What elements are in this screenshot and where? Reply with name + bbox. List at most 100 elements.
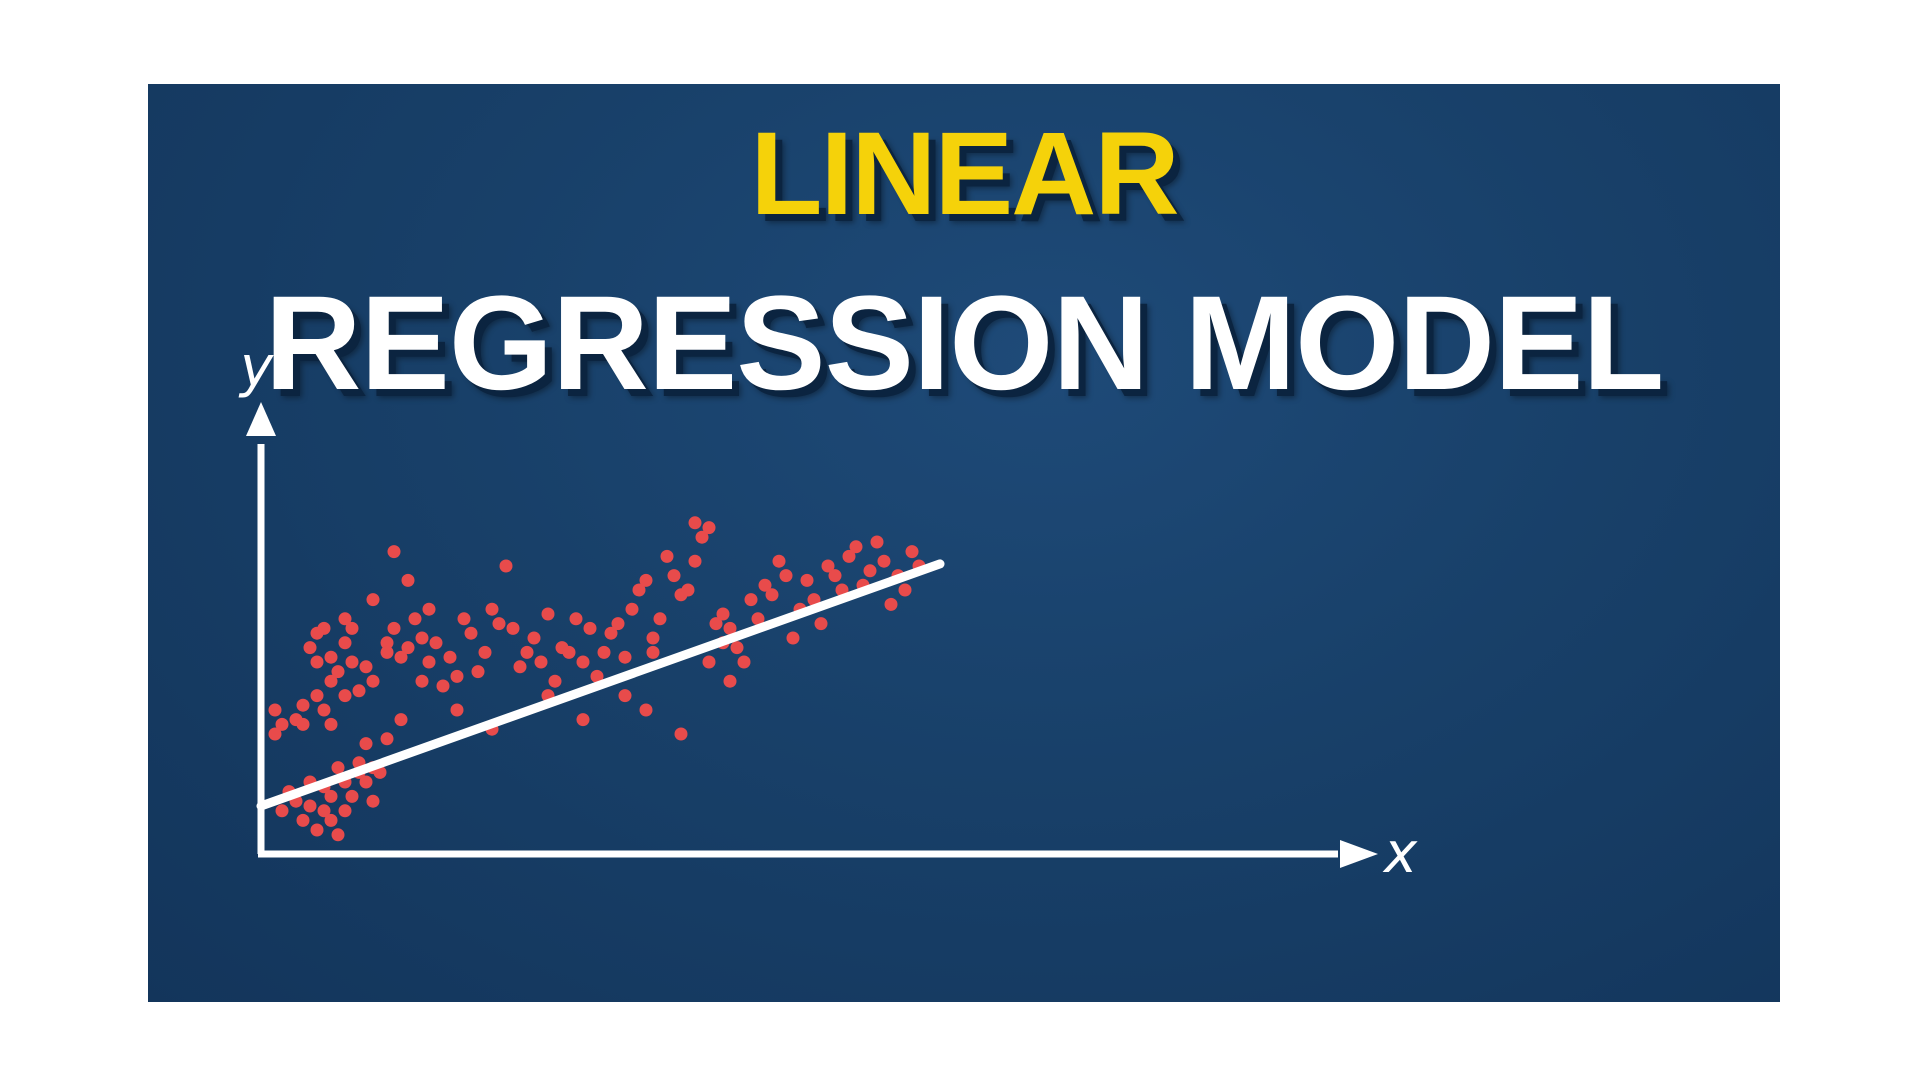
scatter-point (506, 621, 520, 635)
scatter-point (800, 573, 814, 587)
scatter-point (345, 655, 359, 669)
scatter-point (408, 612, 422, 626)
scatter-point (898, 583, 912, 597)
scatter-point (317, 703, 331, 717)
scatter-point (688, 554, 702, 568)
scatter-point (366, 674, 380, 688)
scatter-point (275, 804, 289, 818)
scatter-point (842, 549, 856, 563)
scatter-point (653, 612, 667, 626)
scatter-point (863, 564, 877, 578)
scatter-point (590, 669, 604, 683)
scatter-point (450, 703, 464, 717)
scatter-point (758, 578, 772, 592)
scatter-point (380, 636, 394, 650)
scatter-point (443, 650, 457, 664)
scatter-point (723, 674, 737, 688)
scatter-point (429, 636, 443, 650)
scatter-point (744, 593, 758, 607)
scatter-point (723, 621, 737, 635)
scatter-point (786, 631, 800, 645)
scatter-point (604, 626, 618, 640)
scatter-point (345, 789, 359, 803)
scatter-point (905, 545, 919, 559)
scatter-point (779, 569, 793, 583)
scatter-point (884, 597, 898, 611)
scatter-point (345, 621, 359, 635)
x-axis-label: x (1382, 821, 1418, 886)
scatter-point (611, 617, 625, 631)
scatter-point (415, 674, 429, 688)
scatter-point (849, 540, 863, 554)
scatter-point (457, 612, 471, 626)
scatter-point (618, 689, 632, 703)
scatter-point (303, 799, 317, 813)
scatter-point (310, 689, 324, 703)
scatter-point (583, 621, 597, 635)
scatter-point (569, 612, 583, 626)
scatter-point (548, 674, 562, 688)
scatter-point (317, 804, 331, 818)
scatter-point (576, 655, 590, 669)
scatter-point (359, 775, 373, 789)
scatter-point (324, 789, 338, 803)
scatter-point (275, 717, 289, 731)
scatter-point (821, 559, 835, 573)
scatter-point (765, 588, 779, 602)
scatter-point (331, 665, 345, 679)
scatter-point (310, 655, 324, 669)
scatter-point (422, 655, 436, 669)
scatter-point (814, 617, 828, 631)
scatter-point (310, 823, 324, 837)
scatter-point (807, 593, 821, 607)
scatter-point (499, 559, 513, 573)
scatter-point (730, 641, 744, 655)
scatter-point (639, 703, 653, 717)
scatter-point (541, 607, 555, 621)
scatter-point (422, 602, 436, 616)
scatter-point (331, 761, 345, 775)
scatter-point (303, 641, 317, 655)
title-linear: LINEAR (750, 108, 1179, 240)
scatter-point (338, 804, 352, 818)
y-axis-label: y (238, 335, 274, 400)
scatter-point (618, 650, 632, 664)
scatter-point (387, 545, 401, 559)
scatter-point (478, 645, 492, 659)
scatter-point (338, 636, 352, 650)
scatter-point (681, 583, 695, 597)
title-regression-model: REGRESSION MODEL (264, 269, 1665, 418)
scatter-point (772, 554, 786, 568)
x-axis-arrow-icon (1340, 840, 1378, 868)
scatter-point (639, 573, 653, 587)
scatter-point (394, 713, 408, 727)
scatter-point (380, 732, 394, 746)
scatter-point (870, 535, 884, 549)
scatter-point (534, 655, 548, 669)
scatter-point (646, 631, 660, 645)
scatter-point (709, 617, 723, 631)
scatter-point (464, 626, 478, 640)
y-axis-arrow-icon (246, 402, 276, 436)
scatter-point (737, 655, 751, 669)
scatter-point (576, 713, 590, 727)
scatter-point (359, 660, 373, 674)
scatter-point (702, 655, 716, 669)
scatter-point (828, 569, 842, 583)
scatter-point (324, 717, 338, 731)
scatter-point (646, 645, 660, 659)
scatter-point (625, 602, 639, 616)
scatter-point (268, 727, 282, 741)
scatter-point (401, 641, 415, 655)
scatter-point (527, 631, 541, 645)
scatter-point (331, 828, 345, 842)
scatter-point (366, 593, 380, 607)
scatter-point (877, 554, 891, 568)
scatter-point (471, 665, 485, 679)
scatter-point (716, 607, 730, 621)
scatter-point (660, 549, 674, 563)
scatter-points (268, 516, 926, 842)
scatter-point (338, 689, 352, 703)
scatter-point (415, 631, 429, 645)
scatter-point (324, 674, 338, 688)
